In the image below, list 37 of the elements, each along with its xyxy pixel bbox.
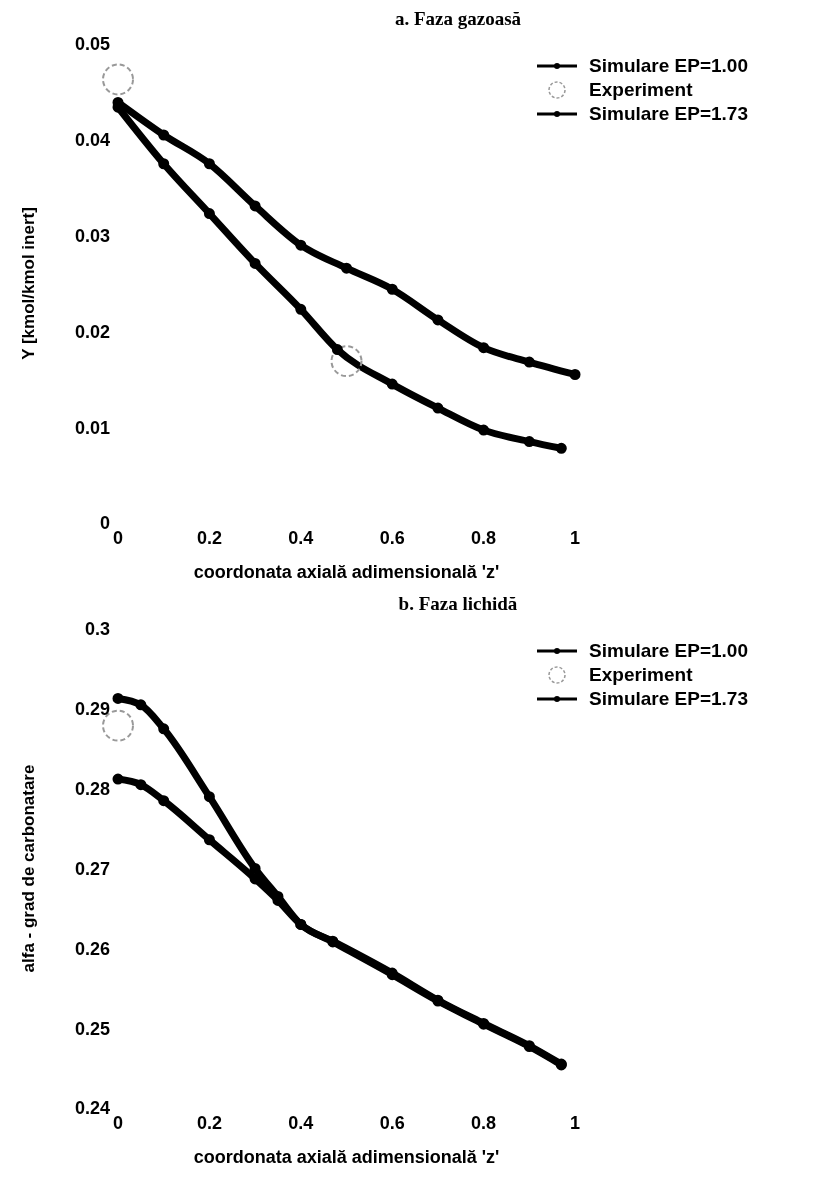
x-axis-title: coordonata axială adimensională 'z' (193, 562, 500, 582)
x-tick-label: 0.8 (471, 527, 497, 548)
y-tick-label: 0 (99, 513, 110, 534)
x-tick-label: 0.2 (196, 1112, 222, 1133)
y-tick-label: 0.25 (74, 1018, 110, 1039)
y-tick-label: 0.27 (74, 858, 110, 879)
x-tick-label: 0 (112, 1112, 124, 1133)
legend-label: Simulare EP=1.00 (589, 640, 748, 662)
y-axis-title: Y [kmol/kmol inert] (19, 207, 39, 360)
y-tick-label: 0.24 (74, 1098, 110, 1119)
x-axis-title: coordonata axială adimensională 'z' (193, 1147, 500, 1167)
x-tick-label: 0.4 (288, 1112, 314, 1133)
y-tick-label: 0.03 (74, 225, 110, 246)
x-tick-label: 0.6 (379, 527, 405, 548)
legend-label: Simulare EP=1.73 (589, 103, 748, 125)
legend-label: Simulare EP=1.00 (589, 55, 748, 77)
x-tick-label: 0.8 (471, 1112, 497, 1133)
x-tick-label: 0.4 (288, 527, 314, 548)
legend-label: Experiment (589, 664, 693, 686)
y-tick-label: 0.26 (74, 938, 110, 959)
y-tick-label: 0.28 (74, 779, 110, 800)
chart-title: b. Faza lichidă (397, 593, 519, 616)
x-tick-label: 0.2 (196, 527, 222, 548)
y-tick-label: 0.3 (84, 619, 110, 640)
legend-label: Simulare EP=1.73 (589, 688, 748, 710)
chart-title: a. Faza gazoasă (393, 8, 523, 31)
y-tick-label: 0.29 (74, 699, 110, 720)
x-tick-label: 1 (570, 527, 581, 548)
x-tick-label: 0.6 (379, 1112, 405, 1133)
y-tick-label: 0.05 (74, 34, 110, 55)
y-tick-label: 0.02 (74, 321, 110, 342)
legend-label: Experiment (589, 79, 693, 101)
y-tick-label: 0.04 (74, 130, 110, 151)
x-tick-label: 1 (570, 1112, 581, 1133)
y-tick-label: 0.01 (74, 417, 110, 438)
x-tick-label: 0 (112, 527, 124, 548)
y-axis-title: alfa - grad de carbonatare (19, 764, 39, 973)
